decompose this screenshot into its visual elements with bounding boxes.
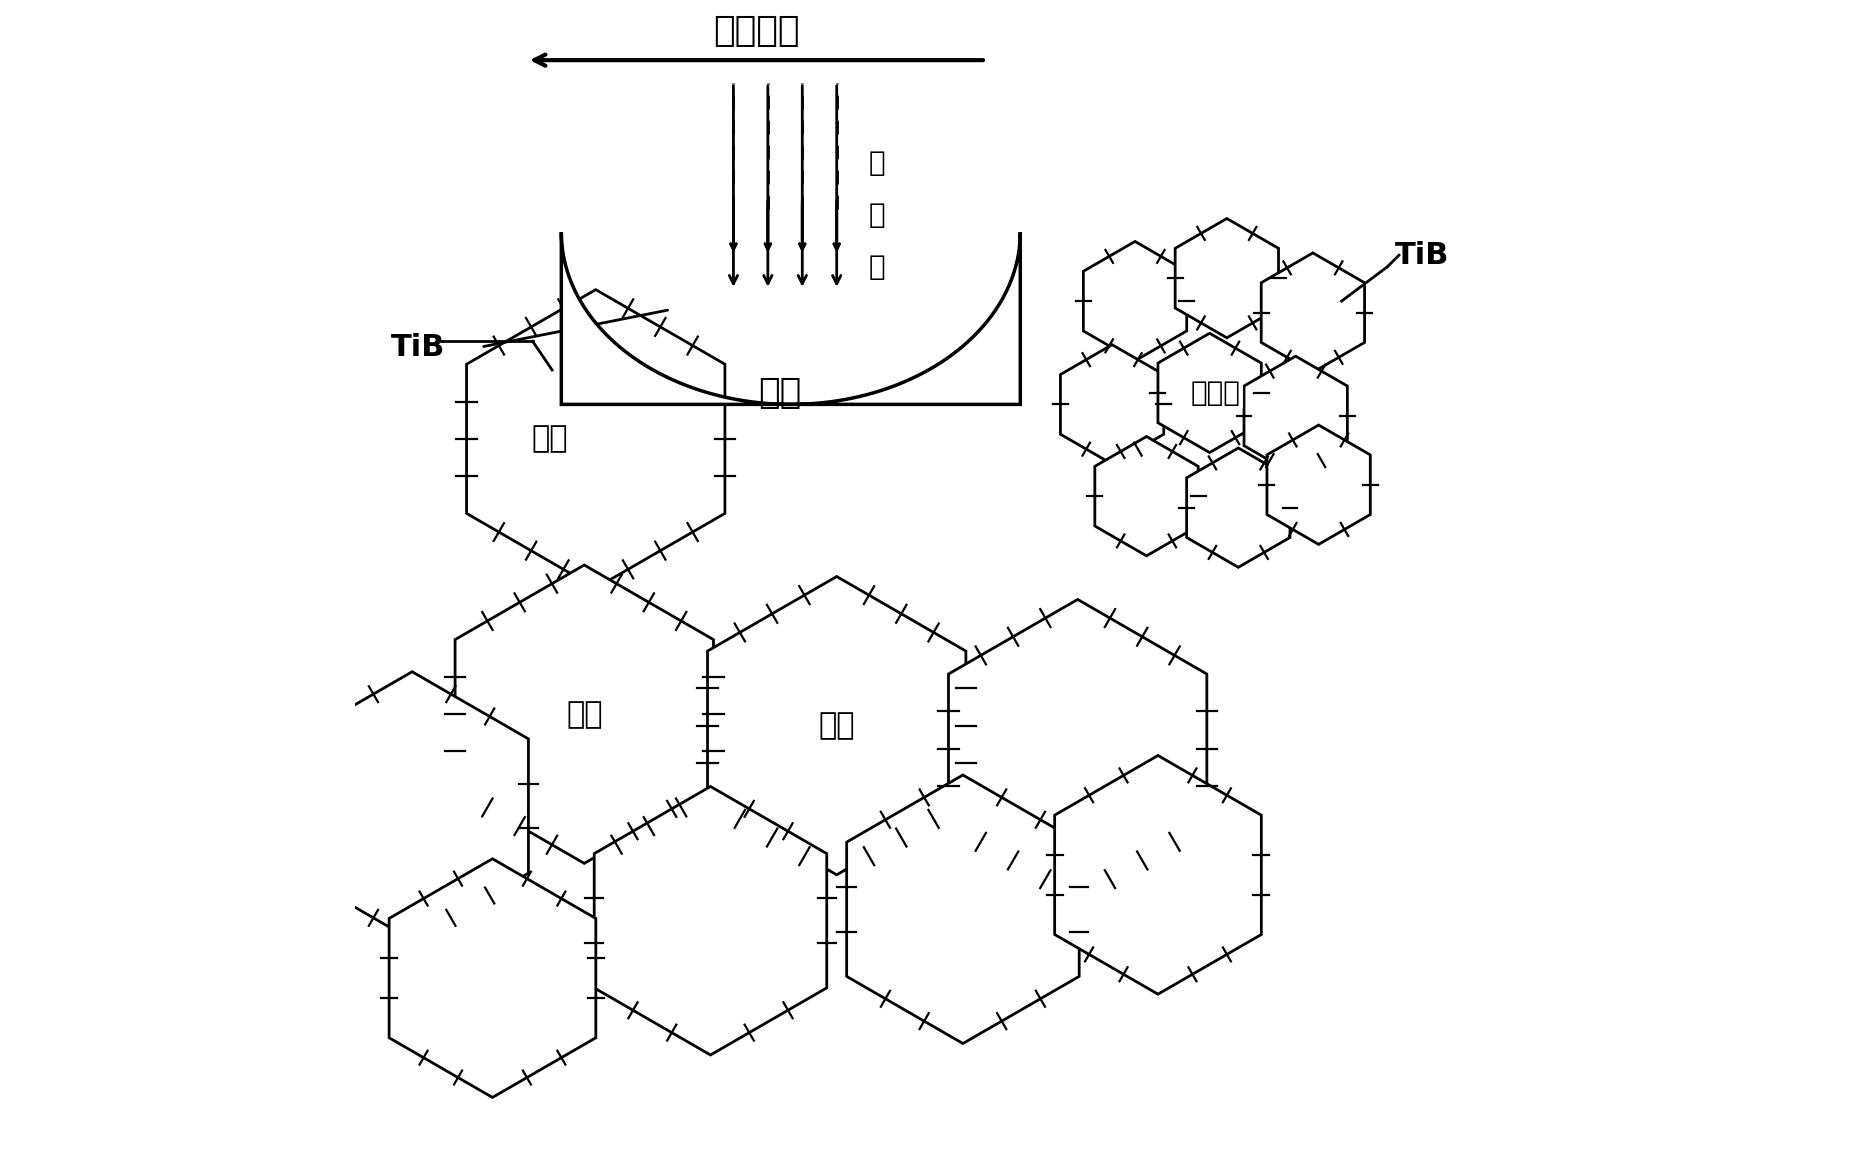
Polygon shape	[1159, 333, 1261, 453]
Polygon shape	[1083, 241, 1187, 361]
Text: 束: 束	[869, 253, 886, 280]
Polygon shape	[1060, 345, 1164, 464]
Text: TiB: TiB	[1395, 241, 1448, 270]
Text: TiB: TiB	[390, 332, 446, 362]
Text: 熔池: 熔池	[758, 376, 800, 410]
Polygon shape	[1187, 449, 1291, 567]
Text: 重熔区: 重熔区	[1190, 379, 1240, 407]
Polygon shape	[1096, 437, 1198, 556]
Polygon shape	[708, 576, 966, 875]
Polygon shape	[1175, 219, 1278, 338]
Text: 扫描方向: 扫描方向	[713, 15, 800, 48]
Polygon shape	[295, 672, 529, 940]
Polygon shape	[594, 786, 826, 1055]
Text: 母材: 母材	[531, 424, 568, 453]
Text: 子: 子	[869, 201, 886, 229]
Polygon shape	[1055, 755, 1261, 994]
Polygon shape	[1244, 356, 1348, 475]
Polygon shape	[390, 859, 596, 1098]
Polygon shape	[1266, 425, 1370, 544]
Text: 母材: 母材	[819, 711, 854, 740]
Polygon shape	[949, 600, 1207, 898]
Polygon shape	[847, 775, 1079, 1043]
Polygon shape	[466, 289, 724, 588]
Text: 电: 电	[869, 150, 886, 178]
Polygon shape	[1261, 253, 1365, 372]
Polygon shape	[455, 565, 713, 864]
Text: 母材: 母材	[566, 700, 602, 729]
Polygon shape	[561, 232, 1019, 405]
